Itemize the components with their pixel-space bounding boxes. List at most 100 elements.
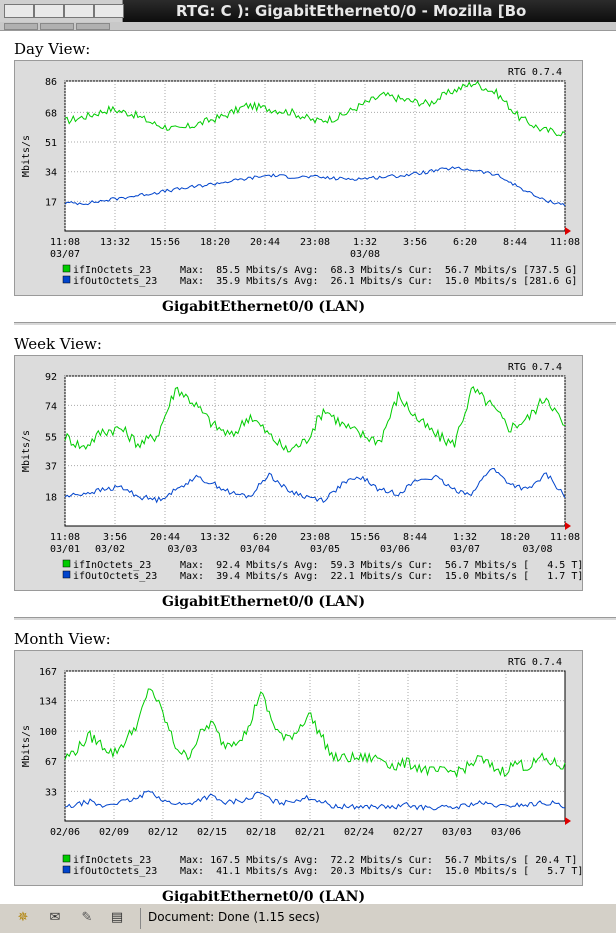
- x-tick-label: 03/03: [442, 827, 472, 838]
- month-view-interface-label: GigabitEthernet0/0 (LAN): [162, 889, 366, 905]
- y-axis-label: Mbits/s: [21, 430, 32, 472]
- x-tick-label: 11:08: [50, 532, 80, 543]
- y-tick-label: 67: [45, 757, 57, 768]
- x-tick-label: 23:08: [300, 532, 330, 543]
- x-tick-label: 03/06: [491, 827, 521, 838]
- x-tick-label: 1:32: [453, 532, 477, 543]
- day-view-interface-label: GigabitEthernet0/0 (LAN): [162, 299, 366, 315]
- day-view-graph: RTG 0.7.4 Mbits/s 86 68 51 34 17 11:08 13:32 15:5…: [14, 60, 583, 296]
- composer-icon[interactable]: ✎: [81, 910, 93, 925]
- legend-stats: Max: 35.9 Mbits/s Avg: 26.1 Mbits/s Cur:…: [180, 276, 577, 287]
- legend-series-name: ifInOctets_23: [73, 560, 151, 571]
- series-line-ifInOctets_23: [64, 80, 566, 137]
- x-axis-arrow: [565, 227, 571, 235]
- y-tick-label: 37: [45, 462, 57, 473]
- legend-stats: Max: 92.4 Mbits/s Avg: 59.3 Mbits/s Cur:…: [180, 560, 582, 571]
- month-view-graph: RTG 0.7.4 Mbits/s 167 134 100 67 33 02/06 02/09 0…: [14, 650, 583, 886]
- separator: [14, 322, 616, 326]
- status-text: Document: Done (1.15 secs): [148, 910, 320, 924]
- y-tick-label: 134: [39, 697, 57, 708]
- navigator-icon[interactable]: ✵: [17, 910, 29, 925]
- legend-stats: Max: 39.4 Mbits/s Avg: 22.1 Mbits/s Cur:…: [180, 571, 582, 582]
- x-date-label: 03/07: [50, 249, 80, 260]
- x-tick-label: 02/12: [148, 827, 178, 838]
- page-content: Day View: RTG 0.7.4 Mbits/s 86 68 51 34 17 11:0…: [0, 31, 616, 905]
- chart-svg: RTG 0.7.4 Mbits/s 86 68 51 34 17 11:08 13:32 15:5…: [21, 67, 580, 287]
- plot-area: [64, 670, 566, 822]
- window-title: RTG: C ): GigabitEthernet0/0 - Mozilla […: [176, 2, 527, 20]
- x-tick-label: 6:20: [253, 532, 277, 543]
- week-view-interface-label: GigabitEthernet0/0 (LAN): [162, 594, 366, 610]
- legend-swatch: [62, 854, 71, 863]
- legend-swatch: [62, 275, 71, 284]
- tab-strip[interactable]: [0, 22, 616, 31]
- legend-stats: Max: 41.1 Mbits/s Avg: 20.3 Mbits/s Cur:…: [180, 866, 582, 877]
- x-tick-label: 11:08: [550, 237, 580, 248]
- series-line-ifInOctets_23: [64, 688, 566, 779]
- window-titlebar: RTG: C ): GigabitEthernet0/0 - Mozilla […: [0, 0, 616, 22]
- x-tick-label: 11:08: [550, 532, 580, 543]
- x-tick-label: 02/27: [393, 827, 423, 838]
- y-tick-label: 18: [45, 493, 57, 504]
- rtg-version-label: RTG 0.7.4: [508, 67, 562, 78]
- series-line-ifOutOctets_23: [64, 166, 566, 207]
- x-tick-label: 8:44: [503, 237, 527, 248]
- legend-series-name: ifOutOctets_23: [73, 571, 157, 582]
- mail-icon[interactable]: ✉: [49, 910, 61, 925]
- x-date-label: 03/08: [522, 544, 552, 555]
- y-tick-label: 167: [39, 667, 57, 678]
- x-date-label: 03/07: [450, 544, 480, 555]
- legend-series-name: ifInOctets_23: [73, 265, 151, 276]
- x-tick-label: 3:56: [103, 532, 127, 543]
- x-date-label: 03/08: [350, 249, 380, 260]
- y-tick-label: 68: [45, 108, 57, 119]
- addressbook-icon[interactable]: ▤: [110, 910, 124, 925]
- x-tick-label: 13:32: [200, 532, 230, 543]
- x-tick-label: 15:56: [150, 237, 180, 248]
- y-tick-label: 33: [45, 787, 57, 798]
- x-tick-label: 02/21: [295, 827, 325, 838]
- x-tick-label: 18:20: [200, 237, 230, 248]
- status-bar: ✵ ✉ ✎ ▤ Document: Done (1.15 secs): [0, 903, 616, 933]
- window-controls[interactable]: [0, 0, 124, 22]
- x-date-label: 03/04: [240, 544, 270, 555]
- x-tick-label: 02/24: [344, 827, 374, 838]
- rtg-version-label: RTG 0.7.4: [508, 362, 562, 373]
- x-date-label: 03/05: [310, 544, 340, 555]
- y-tick-label: 86: [45, 77, 57, 88]
- y-tick-label: 34: [45, 168, 57, 179]
- week-view-heading: Week View:: [14, 335, 102, 353]
- y-tick-label: 74: [45, 401, 57, 412]
- x-tick-label: 8:44: [403, 532, 427, 543]
- x-tick-label: 15:56: [350, 532, 380, 543]
- separator: [14, 617, 616, 621]
- x-tick-label: 02/18: [246, 827, 276, 838]
- y-axis-label: Mbits/s: [21, 135, 32, 177]
- legend-swatch: [62, 570, 71, 579]
- x-axis-arrow: [565, 522, 571, 530]
- y-axis-label: Mbits/s: [21, 725, 32, 767]
- x-tick-label: 20:44: [150, 532, 180, 543]
- x-date-label: 03/03: [167, 544, 197, 555]
- y-tick-label: 100: [39, 727, 57, 738]
- x-tick-label: 1:32: [353, 237, 377, 248]
- legend-stats: Max: 167.5 Mbits/s Avg: 72.2 Mbits/s Cur…: [180, 855, 577, 866]
- y-tick-label: 55: [45, 432, 57, 443]
- legend-swatch: [62, 264, 71, 273]
- x-tick-label: 18:20: [500, 532, 530, 543]
- series-line-ifInOctets_23: [64, 385, 566, 453]
- x-tick-label: 23:08: [300, 237, 330, 248]
- y-tick-label: 51: [45, 138, 57, 149]
- month-view-heading: Month View:: [14, 630, 111, 648]
- legend-swatch: [62, 559, 71, 568]
- x-tick-label: 11:08: [50, 237, 80, 248]
- legend-series-name: ifInOctets_23: [73, 855, 151, 866]
- rtg-version-label: RTG 0.7.4: [508, 657, 562, 668]
- y-tick-label: 92: [45, 372, 57, 383]
- x-tick-label: 20:44: [250, 237, 280, 248]
- y-tick-label: 17: [45, 197, 57, 208]
- series-line-ifOutOctets_23: [64, 467, 566, 504]
- day-view-heading: Day View:: [14, 40, 91, 58]
- chart-svg: RTG 0.7.4 Mbits/s 92 74 55 37 18 11:08 3:56 20:44…: [21, 362, 582, 582]
- x-date-label: 03/02: [95, 544, 125, 555]
